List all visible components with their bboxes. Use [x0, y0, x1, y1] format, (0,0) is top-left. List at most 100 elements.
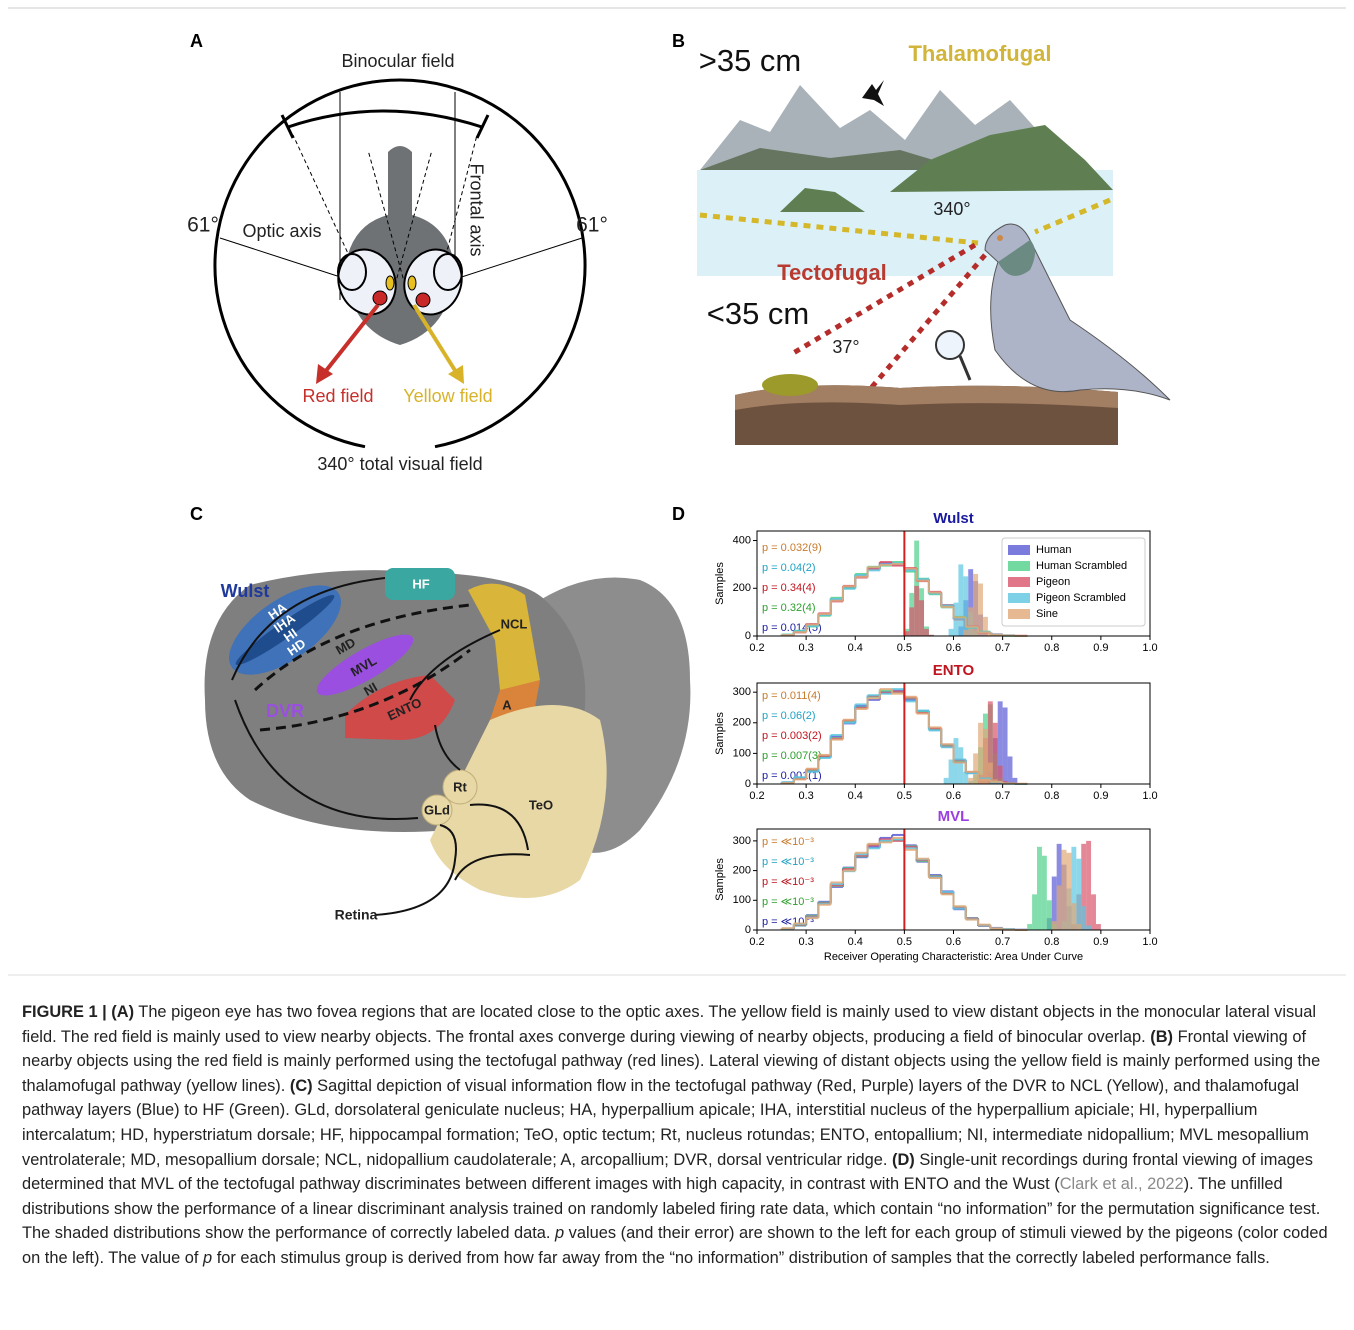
- caption-link[interactable]: Clark et al., 2022: [1060, 1175, 1184, 1193]
- legend-swatch: [1008, 545, 1030, 555]
- tectofugal-label: Tectofugal: [777, 260, 887, 285]
- y-tick-label: 300: [733, 686, 751, 698]
- x-tick-label: 0.2: [749, 642, 764, 654]
- pigeon-eye: [997, 235, 1003, 241]
- panel-b: B >35 cm Thalamofugal 340° Tectofugal <3…: [672, 31, 1170, 445]
- legend-swatch: [1008, 593, 1030, 603]
- p-label: p = 0.032(9): [762, 542, 822, 554]
- panel-d: D WulstSamples0.20.30.40.50.60.70.80.91.…: [672, 504, 1158, 963]
- x-tick-label: 0.6: [946, 936, 961, 948]
- filled-bar: [1081, 906, 1086, 930]
- legend-label: Human Scrambled: [1036, 560, 1127, 572]
- region-label: NCL: [501, 616, 528, 631]
- legend-label: Pigeon Scrambled: [1036, 592, 1126, 604]
- near-angle-label: 37°: [832, 337, 859, 357]
- filled-bar: [1071, 903, 1076, 930]
- x-tick-label: 0.4: [848, 790, 863, 802]
- filled-bar: [983, 729, 988, 784]
- y-axis-label: Samples: [714, 562, 726, 605]
- caption-normal: for each stimulus group is derived from …: [212, 1249, 1270, 1267]
- filled-bar: [1047, 900, 1052, 930]
- x-tick-label: 0.8: [1044, 936, 1059, 948]
- x-tick-label: 0.8: [1044, 642, 1059, 654]
- p-label: p = 0.34(4): [762, 582, 816, 594]
- filled-bar: [949, 760, 954, 784]
- filled-bar: [1086, 926, 1091, 930]
- p-label: p = ≪10⁻³: [762, 836, 814, 848]
- x-tick-label: 0.3: [798, 790, 813, 802]
- near-label: <35 cm: [707, 296, 810, 331]
- panel-a: A Binocular field 61° 61° Optic axis Fro…: [187, 31, 608, 474]
- filled-bar: [1027, 924, 1032, 930]
- x-tick-label: 0.4: [848, 936, 863, 948]
- angle-label: 61°: [576, 214, 608, 237]
- seeds: [762, 374, 818, 396]
- filled-bar: [993, 723, 998, 784]
- far-angle-label: 340°: [933, 199, 970, 219]
- p-label: p = ≪10⁻³: [762, 876, 814, 888]
- panel-letter: D: [672, 504, 685, 524]
- filled-bar: [968, 607, 973, 636]
- panel-letter: B: [672, 31, 685, 51]
- caption: FIGURE 1 | (A) The pigeon eye has two fo…: [22, 1000, 1340, 1271]
- y-tick-label: 200: [733, 582, 751, 594]
- bird: [862, 80, 884, 106]
- filled-bar: [963, 630, 968, 636]
- y-tick-label: 200: [733, 717, 751, 729]
- red-arrow: [325, 305, 378, 372]
- caption-bold: (D): [892, 1151, 915, 1169]
- yellow-fovea: [408, 276, 416, 290]
- filled-bar: [1076, 924, 1081, 930]
- caption-bold: (B): [1150, 1028, 1173, 1046]
- legend-swatch: [1008, 561, 1030, 571]
- x-tick-label: 0.2: [749, 936, 764, 948]
- x-tick-label: 0.3: [798, 936, 813, 948]
- y-tick-label: 100: [733, 747, 751, 759]
- x-tick-label: 0.5: [897, 642, 912, 654]
- x-tick-label: 0.7: [995, 936, 1010, 948]
- legend-label: Sine: [1036, 608, 1058, 620]
- chart-title: MVL: [938, 808, 970, 825]
- y-axis-label: Samples: [714, 712, 726, 755]
- x-tick-label: 1.0: [1142, 936, 1157, 948]
- panel-letter: C: [190, 504, 203, 524]
- x-tick-label: 0.6: [946, 642, 961, 654]
- region-label: HF: [412, 576, 429, 591]
- x-tick-label: 0.2: [749, 790, 764, 802]
- p-label: p = 0.011(4): [762, 690, 821, 702]
- filled-bar: [1096, 924, 1101, 930]
- filled-bar: [924, 629, 929, 636]
- region-label: Retina: [335, 907, 378, 923]
- pigeon-head: [345, 146, 455, 345]
- x-tick-label: 0.9: [1093, 642, 1108, 654]
- page: {"panel_a": {"letter": "A", "binocular_f…: [0, 0, 1354, 1330]
- yellow-field-label: Yellow field: [403, 386, 492, 406]
- y-tick-label: 300: [733, 835, 751, 847]
- filled-bar: [958, 564, 963, 636]
- filled-bar: [1062, 850, 1067, 930]
- x-tick-label: 0.5: [897, 936, 912, 948]
- p-label: p = ≪10⁻³: [762, 896, 814, 908]
- x-tick-label: 0.5: [897, 790, 912, 802]
- x-tick-label: 1.0: [1142, 790, 1157, 802]
- x-tick-label: 0.7: [995, 790, 1010, 802]
- dvr-label: DVR: [266, 701, 304, 721]
- x-tick-label: 1.0: [1142, 642, 1157, 654]
- legend-swatch: [1008, 609, 1030, 619]
- p-label: p = ≪10⁻³: [762, 856, 814, 868]
- yellow-fovea: [386, 276, 394, 290]
- p-label: p = 0.003(2): [762, 730, 822, 742]
- frontal-axis-label: Frontal axis: [466, 163, 486, 256]
- binocular-label: Binocular field: [341, 51, 454, 71]
- filled-bar: [1042, 856, 1047, 930]
- red-fovea: [416, 293, 430, 307]
- y-tick-label: 0: [745, 778, 751, 790]
- chart-title: ENTO: [933, 662, 975, 679]
- filled-bar: [944, 778, 949, 784]
- filled-bar: [1066, 853, 1071, 930]
- x-tick-label: 0.9: [1093, 936, 1108, 948]
- magnifier: [936, 331, 964, 359]
- thalamofugal-label: Thalamofugal: [908, 41, 1051, 66]
- y-axis-label: Samples: [714, 858, 726, 901]
- far-label: >35 cm: [699, 43, 802, 78]
